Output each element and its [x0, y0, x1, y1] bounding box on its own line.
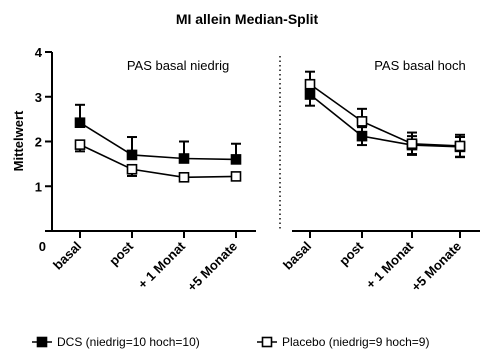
y-tick-label-3: 3 [35, 90, 42, 105]
legend-marker-0 [36, 336, 48, 348]
point-s0-p0-0 [74, 117, 86, 129]
point-s1-p1-2 [406, 138, 418, 150]
x-tick-label-1-3: +5 Monate [408, 239, 464, 295]
point-s1-p0-1 [126, 163, 138, 175]
panel-label-left: PAS basal niedrig [127, 58, 229, 73]
y-tick-label-4: 4 [35, 45, 43, 60]
x-tick-label-0-0: basal [50, 239, 84, 273]
legend-label-0: DCS (niedrig=10 hoch=10) [57, 335, 200, 349]
series-line-s1-p1 [309, 83, 461, 147]
point-s0-p0-2 [178, 153, 190, 164]
point-s0-p0-3 [230, 154, 242, 165]
legend: DCS (niedrig=10 hoch=10) Placebo (niedrig… [32, 335, 429, 349]
x-ticks: basal post+ 1 Monat+5 Monate basal post+ 1 … [50, 231, 464, 294]
x-tick-label-1-0: basal [280, 239, 314, 273]
chart-title: MI allein Median-Split [176, 11, 319, 27]
y-ticks: 1 2 3 4 [35, 45, 52, 232]
legend-label-1: Placebo (niedrig=9 hoch=9) [282, 335, 429, 349]
point-s1-p1-0 [304, 78, 316, 90]
y-tick-label-2: 2 [35, 135, 42, 150]
panel-label-right: PAS basal hoch [374, 58, 466, 73]
x-origin-label: 0 [39, 239, 46, 254]
x-tick-label-1-1: post [336, 238, 366, 268]
x-tick-label-0-2: + 1 Monat [135, 238, 189, 292]
point-s0-p0-1 [126, 149, 138, 161]
legend-marker-1 [261, 336, 273, 348]
point-s1-p0-3 [230, 171, 242, 182]
y-tick-label-1: 1 [35, 179, 42, 194]
point-s1-p1-3 [454, 140, 466, 152]
y-axis-label: Mittelwert [11, 110, 26, 171]
point-s1-p0-2 [178, 172, 190, 183]
plot-area [74, 70, 466, 183]
point-s1-p0-0 [74, 139, 86, 150]
x-tick-label-0-3: +5 Monate [184, 239, 240, 295]
series-line-s0-p0 [79, 122, 237, 161]
series-line-s1-p0 [79, 143, 237, 179]
point-s1-p1-1 [356, 116, 368, 127]
x-tick-label-0-1: post [106, 238, 136, 268]
series-line-s0-p1 [309, 93, 461, 148]
